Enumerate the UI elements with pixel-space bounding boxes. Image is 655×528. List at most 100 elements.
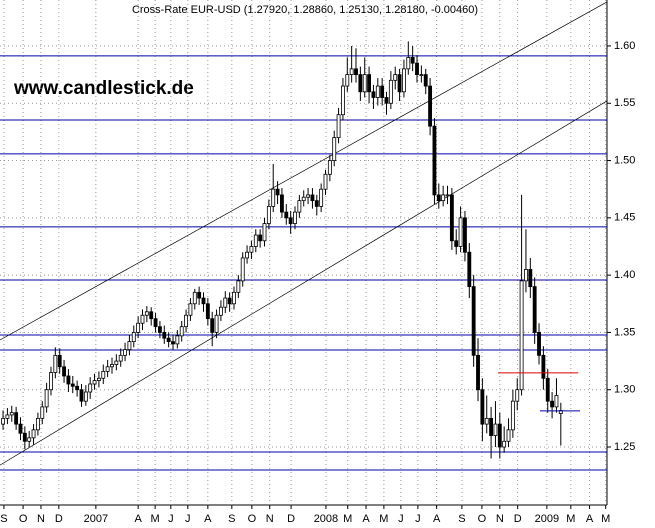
candle-body <box>537 332 541 356</box>
candle-body <box>258 234 263 242</box>
x-tick-label: S <box>0 513 7 525</box>
x-tick-label: O <box>248 513 257 525</box>
x-tick-label: N <box>37 513 45 525</box>
candle-body <box>388 79 393 104</box>
candle-body <box>297 200 302 213</box>
candle-body <box>506 429 511 442</box>
candle-body <box>9 412 14 416</box>
candle-body <box>423 74 428 87</box>
candle-body <box>127 341 132 351</box>
candle-body <box>362 74 367 93</box>
x-tick-label: A <box>586 513 594 525</box>
candle-body <box>162 332 167 339</box>
x-tick-label: A <box>362 513 370 525</box>
candle-body <box>14 412 19 425</box>
candle-body <box>240 257 245 282</box>
candle-body <box>419 74 424 76</box>
candle-body <box>463 217 467 253</box>
candle-body <box>397 74 402 93</box>
candle-body <box>149 311 154 320</box>
candle-body <box>232 291 236 305</box>
candle-body <box>1 417 5 425</box>
candle-body <box>105 366 110 372</box>
candle-body <box>227 297 232 305</box>
candle-body <box>166 337 171 342</box>
candle-body <box>75 385 80 391</box>
x-tick-label: D <box>55 513 63 525</box>
candle-body <box>136 322 141 333</box>
candle-body <box>44 389 49 408</box>
y-tick-label: 1.40 <box>614 269 635 281</box>
trend-line <box>0 100 608 466</box>
chart-title: Cross-Rate EUR-USD (1.27920, 1.28860, 1.… <box>132 4 478 16</box>
candle-body <box>545 377 550 402</box>
candle-body <box>88 383 93 393</box>
y-tick-label: 1.35 <box>614 326 635 338</box>
candle-body <box>480 389 485 425</box>
candle-body <box>271 188 276 207</box>
x-tick-label: S <box>458 513 465 525</box>
candle-body <box>510 400 515 431</box>
candle-body <box>70 383 75 387</box>
candle-body <box>332 137 337 161</box>
candle-body <box>402 68 406 93</box>
candle-body <box>415 62 419 75</box>
candle-body <box>18 423 23 434</box>
candle-body <box>184 314 188 328</box>
candle-body <box>432 125 437 196</box>
x-tick-label: O <box>19 513 28 525</box>
x-tick-label: M <box>566 513 575 525</box>
x-tick-label: N <box>266 513 274 525</box>
candle-body <box>493 423 498 436</box>
x-tick-label: 2007 <box>84 513 108 525</box>
x-tick-label: M <box>343 513 352 525</box>
candle-body <box>266 205 271 224</box>
candle-body <box>349 68 354 75</box>
candle-body <box>471 286 476 356</box>
candle-body <box>306 194 311 198</box>
candle-body <box>384 97 389 104</box>
candle-body <box>140 314 145 324</box>
candle-body <box>123 349 127 356</box>
candle-body <box>57 354 62 368</box>
candle-body <box>201 297 206 305</box>
y-tick-label: 1.25 <box>614 441 635 453</box>
candle-body <box>502 440 507 448</box>
candle-body <box>489 417 494 436</box>
candle-body <box>40 406 45 419</box>
candle-body <box>375 85 380 98</box>
candle-body <box>249 246 254 253</box>
candle-body <box>336 114 341 139</box>
x-tick-label: M <box>151 513 160 525</box>
candle-body <box>114 360 119 365</box>
candle-body <box>214 314 219 333</box>
candle-body <box>175 335 180 345</box>
candle-body <box>118 354 123 362</box>
candle-body <box>458 217 463 247</box>
candle-body <box>541 354 546 379</box>
candle-body <box>236 280 241 293</box>
candle-body <box>410 57 415 64</box>
candle-body <box>131 332 136 342</box>
x-tick-label: J <box>415 513 421 525</box>
candle-body <box>341 85 345 116</box>
candle-body <box>280 194 284 213</box>
watermark: www.candlestick.de <box>13 78 194 99</box>
x-tick-label: 2008 <box>314 513 338 525</box>
candle-body <box>262 223 267 242</box>
y-tick-label: 1.45 <box>614 212 635 224</box>
candle-body <box>554 395 559 408</box>
candle-body <box>205 303 210 320</box>
candle-body <box>110 364 114 368</box>
y-tick-label: 1.30 <box>614 384 635 396</box>
candle-body <box>406 57 411 70</box>
x-tick-label: 2009 <box>535 513 559 525</box>
candle-body <box>497 423 502 448</box>
candle-body <box>62 366 66 377</box>
candle-body <box>454 240 459 247</box>
x-tick-label: S <box>228 513 235 525</box>
x-tick-label: J <box>168 513 174 525</box>
candle-body <box>35 417 40 431</box>
candle-body <box>66 375 71 385</box>
